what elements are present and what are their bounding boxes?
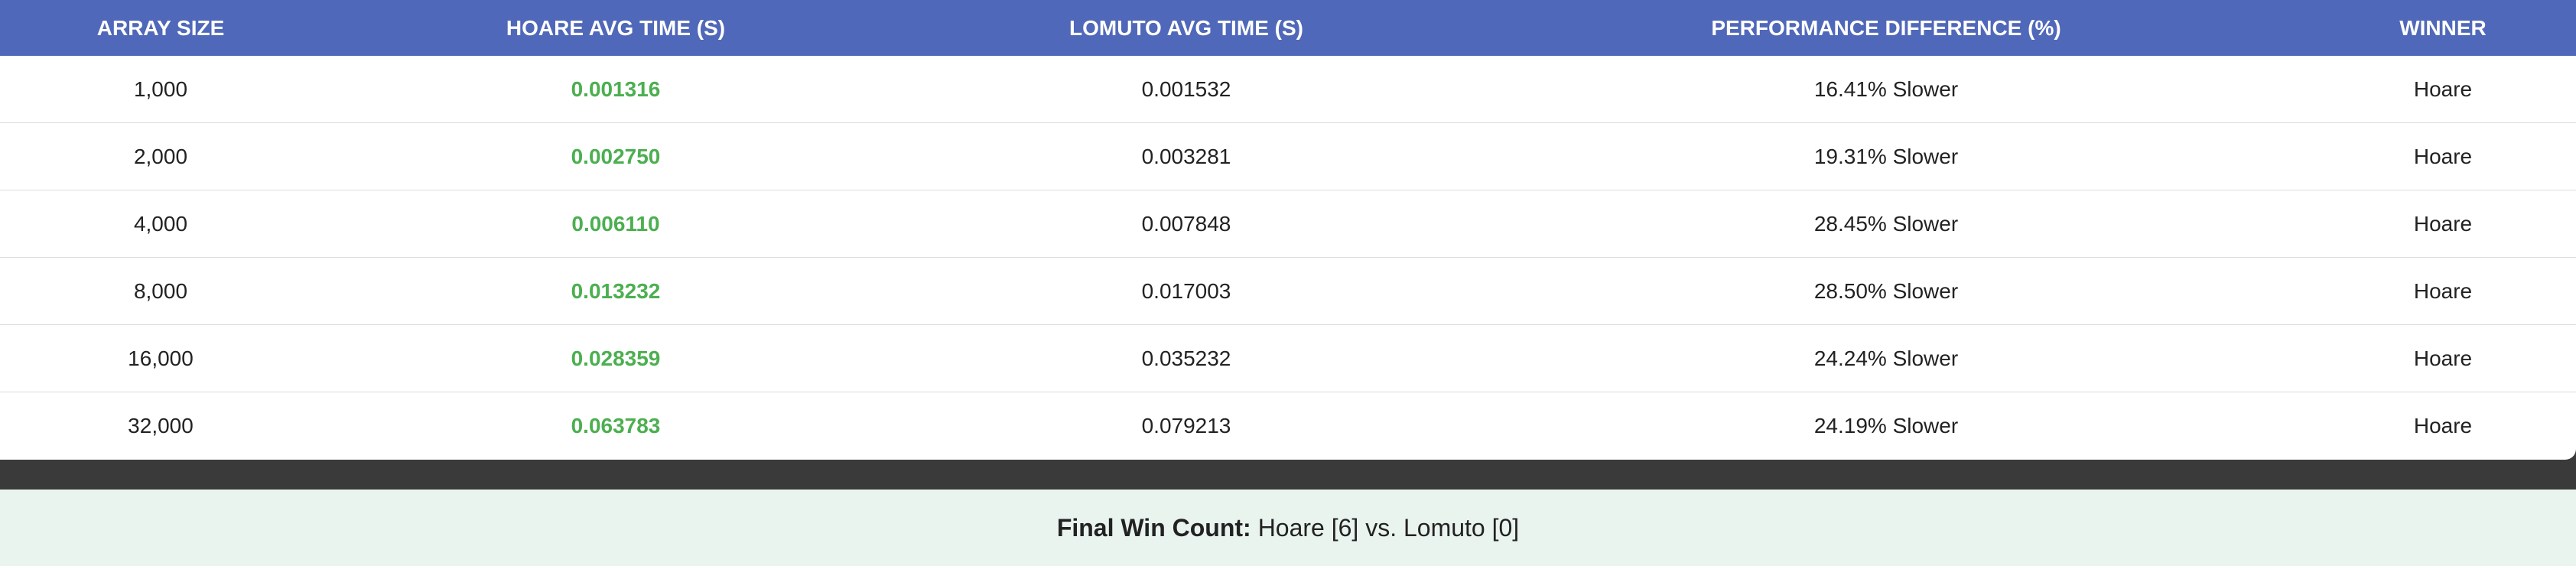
table-cell: 28.50% Slower [1813, 278, 1959, 303]
footer-label: Final Win Count: [1056, 513, 1251, 542]
header-row: ARRAY SIZE HOARE AVG TIME (S) LOMUTO AVG T… [0, 0, 2576, 56]
table-row: 8,000 0.013232 0.017003 28.50% Slower Hoare [0, 258, 2576, 325]
table-cell: 24.19% Slower [1813, 413, 1959, 438]
footer: Final Win Count: Hoare [6] vs. Lomuto [0… [0, 490, 2576, 566]
footer-text: Hoare [6] vs. Lomuto [0] [1257, 513, 1520, 542]
table-cell: Hoare [2413, 144, 2473, 168]
table-row: 1,000 0.001316 0.001532 16.41% Slower Hoare [0, 56, 2576, 123]
table-cell: 0.006110 [571, 211, 660, 236]
header-cell: WINNER [2399, 15, 2487, 40]
table-cell: 8,000 [133, 278, 188, 303]
table-cell: 16,000 [128, 346, 194, 370]
table-cell: 0.079213 [1141, 413, 1231, 438]
table-cell: 19.31% Slower [1813, 144, 1959, 168]
table-cell: 24.24% Slower [1813, 346, 1959, 370]
table-cell: 0.007848 [1141, 211, 1231, 236]
table-cell: Hoare [2413, 413, 2473, 438]
table-cell: 0.063783 [571, 413, 661, 438]
table-row: 4,000 0.006110 0.007848 28.45% Slower Hoare [0, 190, 2576, 258]
table-cell: Hoare [2413, 76, 2473, 101]
table-row: 16,000 0.028359 0.035232 24.24% Slower Hoare [0, 325, 2576, 392]
table-cell: Hoare [2413, 346, 2473, 370]
table-cell: 16.41% Slower [1813, 76, 1959, 101]
table-cell: Hoare [2413, 278, 2473, 303]
table-cell: 0.003281 [1141, 144, 1231, 168]
table-cell: 28.45% Slower [1813, 211, 1959, 236]
table-cell: 0.013232 [571, 278, 661, 303]
table-cell: Hoare [2413, 211, 2473, 236]
table-row: 32,000 0.063783 0.079213 24.19% Slower Hoare [0, 392, 2576, 459]
table-cell: 0.035232 [1141, 346, 1231, 370]
table-cell: 0.001532 [1141, 76, 1231, 101]
table-row: 2,000 0.002750 0.003281 19.31% Slower Hoare [0, 123, 2576, 190]
table-cell: 0.028359 [571, 346, 661, 370]
header-cell: LOMUTO AVG TIME (S) [1069, 15, 1303, 40]
table-cell: 4,000 [133, 211, 188, 236]
header-cell: HOARE AVG TIME (S) [506, 15, 726, 40]
table-cell: 32,000 [128, 413, 194, 438]
table-cell: 0.017003 [1141, 278, 1231, 303]
table-cell: 0.002750 [571, 144, 661, 168]
results-table: ARRAY SIZE HOARE AVG TIME (S) LOMUTO AVG T… [0, 0, 2576, 460]
table-cell: 1,000 [133, 76, 188, 101]
header-cell: ARRAY SIZE [96, 15, 225, 40]
table-cell: 0.001316 [571, 76, 661, 101]
table-cell: 2,000 [133, 144, 188, 168]
header-cell: PERFORMANCE DIFFERENCE (%) [1711, 15, 2061, 40]
